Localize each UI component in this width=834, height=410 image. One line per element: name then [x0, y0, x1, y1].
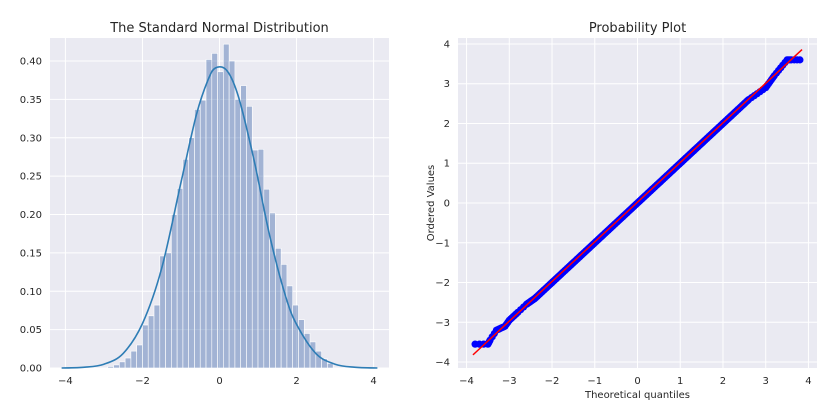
- y-tick-label: 1: [444, 159, 450, 170]
- histogram-title: The Standard Normal Distribution: [109, 21, 329, 36]
- histogram-bar: [205, 59, 213, 369]
- histogram-bar: [309, 341, 317, 369]
- y-tick-label: 0.05: [20, 325, 42, 336]
- histogram-bar: [113, 364, 120, 369]
- y-tick-label: −3: [435, 318, 450, 329]
- histogram-bar: [107, 366, 114, 369]
- histogram-bar: [228, 60, 236, 369]
- histogram-bar: [142, 324, 149, 369]
- histogram-bar: [251, 149, 259, 369]
- histogram-bar: [275, 247, 282, 369]
- y-tick-label: 0.00: [20, 364, 42, 375]
- x-tick-label: −4: [459, 376, 474, 387]
- x-tick-label: −3: [502, 376, 517, 387]
- probability-point: [796, 56, 804, 64]
- histogram-bar: [182, 158, 189, 369]
- x-tick-label: 3: [763, 376, 769, 387]
- y-tick-label: −4: [435, 358, 450, 369]
- histogram-bar: [234, 99, 241, 369]
- histogram-bar: [147, 315, 155, 369]
- histogram-bar: [286, 285, 293, 369]
- x-tick-label: −1: [587, 376, 602, 387]
- x-tick-label: −4: [58, 376, 73, 387]
- probability-gridlines: [458, 38, 817, 368]
- y-tick-label: 0.10: [20, 287, 42, 298]
- histogram-bar: [188, 137, 195, 369]
- histogram-bar: [136, 344, 143, 369]
- probability-title: Probability Plot: [589, 21, 686, 36]
- histogram-bar: [171, 214, 178, 369]
- probability-x-axis-label: Theoretical quantiles: [584, 390, 690, 401]
- y-tick-label: 3: [444, 79, 450, 90]
- histogram-x-tick-labels: −4 −2 0 2 4: [58, 376, 377, 387]
- y-tick-label: 4: [444, 39, 450, 50]
- histogram-y-tick-labels: 0.00 0.05 0.10 0.15 0.20 0.25 0.30 0.35 0.40: [20, 57, 42, 375]
- y-tick-label: −1: [435, 238, 450, 249]
- x-tick-label: 2: [720, 376, 726, 387]
- x-tick-label: 1: [677, 376, 683, 387]
- histogram-panel: −4 −2 0 2 4 0.00 0.05 0.10 0.15 0.20 0.25 0.30 0.35…: [20, 21, 389, 387]
- x-tick-label: 4: [805, 376, 811, 387]
- y-tick-label: 0.20: [20, 210, 42, 221]
- histogram-bar: [211, 53, 218, 369]
- histogram-bar: [165, 252, 172, 369]
- probability-x-tick-labels: −4 −3 −2 −1 0 1 2 3 4: [459, 376, 811, 387]
- histogram-bar: [327, 363, 334, 369]
- histogram-bar: [292, 304, 299, 369]
- histogram-bar: [119, 361, 126, 369]
- y-tick-label: 0.25: [20, 172, 42, 183]
- x-tick-label: 2: [293, 376, 299, 387]
- histogram-bar: [240, 85, 247, 369]
- y-tick-label: 0: [444, 199, 450, 210]
- x-tick-label: 0: [216, 376, 222, 387]
- x-tick-label: 0: [634, 376, 640, 387]
- histogram-bar: [199, 99, 207, 369]
- histogram-gridlines: [50, 38, 389, 369]
- histogram-bar: [217, 71, 224, 369]
- kde-curve: [61, 66, 378, 369]
- x-tick-label: −2: [545, 376, 560, 387]
- histogram-bar: [280, 264, 288, 369]
- fit-line: [472, 48, 803, 356]
- probability-plot-panel: −4 −3 −2 −1 0 1 2 3 4 −4 −3 −2 −1 0 1 2 3 4 Probability …: [426, 21, 817, 401]
- histogram-bar: [176, 188, 184, 369]
- y-tick-label: 0.30: [20, 133, 42, 144]
- probability-y-tick-labels: −4 −3 −2 −1 0 1 2 3 4: [435, 39, 450, 368]
- probability-y-axis-label: Ordered Values: [426, 165, 437, 242]
- histogram-bars: [107, 43, 334, 369]
- histogram-bar: [124, 357, 132, 369]
- y-tick-label: 0.40: [20, 57, 42, 68]
- y-tick-label: −2: [435, 278, 450, 289]
- y-tick-label: 0.15: [20, 248, 42, 259]
- x-tick-label: −2: [135, 376, 150, 387]
- y-tick-label: 2: [444, 119, 450, 130]
- histogram-bar: [153, 304, 161, 369]
- x-tick-label: 4: [370, 376, 376, 387]
- y-tick-label: 0.35: [20, 95, 42, 106]
- histogram-bar: [223, 43, 230, 369]
- histogram-bar: [130, 350, 137, 369]
- histogram-bar: [298, 319, 305, 369]
- histogram-bar: [194, 109, 201, 369]
